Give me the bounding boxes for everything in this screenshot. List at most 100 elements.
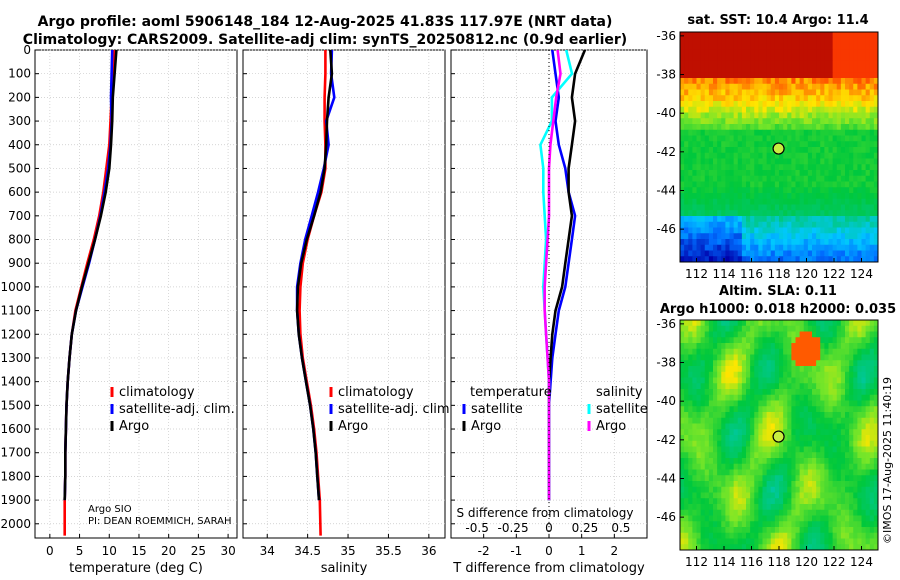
x-tick-label: 36: [421, 544, 436, 558]
salinity-panel: 34 34.5 35 35.5 36 salinity climatology satelli…: [242, 49, 454, 576]
imos-timestamp: ©IMOS 17-Aug-2025 11:40:19: [881, 377, 894, 544]
x-tick-label: 5: [76, 544, 84, 558]
map-x-tick-label: 118: [768, 555, 791, 569]
y-tick-label: 300: [8, 114, 31, 128]
plot-frame: [242, 49, 446, 539]
map-y-tick-label: -44: [656, 183, 676, 197]
series-line-salinity-argo: [543, 50, 562, 501]
map-y-tick-label: -38: [656, 68, 676, 82]
series-group: [295, 50, 336, 536]
y-tick-label: 400: [8, 138, 31, 152]
y-tick-label: 1700: [0, 446, 31, 460]
map-y-tick-label: -38: [656, 356, 676, 370]
series-group: [539, 50, 587, 501]
y-tick-label: 800: [8, 233, 31, 247]
x-axis-label: temperature (deg C): [69, 561, 203, 576]
x-tick-label: 20: [161, 544, 176, 558]
y-tick-label: 1800: [0, 469, 31, 483]
x-tick-label: 34: [260, 544, 275, 558]
x-tick-label: 30: [220, 544, 235, 558]
y-tick-label: 1600: [0, 422, 31, 436]
s-tick-label: 0.5: [611, 521, 630, 535]
map-x-tick-label: 112: [685, 555, 708, 569]
x-axis-label: salinity: [321, 561, 368, 576]
y-tick-label: 1100: [0, 304, 31, 318]
x-tick-label: 0: [545, 544, 553, 558]
map-y-tick-label: -44: [656, 471, 676, 485]
map-x-tick-label: 112: [685, 267, 708, 281]
sla-map-panel: Altim. SLA: 0.11 Argo h1000: 0.018 h2000:…: [656, 284, 896, 569]
map-x-tick-label: 124: [850, 555, 873, 569]
map-x-tick-label: 114: [713, 267, 736, 281]
map-x-tick-label: 122: [823, 555, 846, 569]
x-tick-label: 0: [46, 544, 54, 558]
legend-label: satellite-adj. clim.: [119, 402, 235, 417]
credit-line1: Argo SIO: [88, 504, 132, 515]
map-y-tick-label: -42: [656, 433, 676, 447]
x-tick-label: 2: [611, 544, 619, 558]
series-line-argo: [295, 50, 334, 501]
x-tick-label: 35: [340, 544, 355, 558]
map-y-tick-label: -40: [656, 106, 676, 120]
map-x-tick-label: 118: [768, 267, 791, 281]
x-tick-label: 34.5: [294, 544, 321, 558]
legend-label: climatology: [338, 385, 414, 400]
legend-label: Argo: [338, 419, 368, 434]
x-tick-label: 25: [191, 544, 206, 558]
map-x-tick-label: 124: [850, 267, 873, 281]
y-tick-label: 1400: [0, 375, 31, 389]
map-y-tick-label: -42: [656, 145, 676, 159]
legend-label: Argo: [596, 419, 626, 434]
y-tick-label: 900: [8, 256, 31, 270]
y-tick-label: 600: [8, 185, 31, 199]
y-tick-label: 1200: [0, 327, 31, 341]
y-tick-label: 0: [23, 43, 31, 57]
legend-label: satellite-adj. clim.: [338, 402, 454, 417]
x-tick-label: -2: [478, 544, 490, 558]
map-x-tick-label: 122: [823, 267, 846, 281]
y-tick-label: 700: [8, 209, 31, 223]
series-line-argo: [63, 50, 118, 501]
y-tick-label: 500: [8, 161, 31, 175]
y-tick-label: 200: [8, 90, 31, 104]
map-x-tick-label: 116: [740, 267, 763, 281]
x-tick-label: 1: [578, 544, 586, 558]
chart-title-line1: Argo profile: aoml 5906148_184 12-Aug-20…: [37, 14, 613, 30]
x-axis-label: T difference from climatology: [452, 561, 645, 576]
map-y-tick-label: -46: [656, 510, 676, 524]
map-y-tick-label: -40: [656, 394, 676, 408]
legend-title-temperature: temperature: [470, 385, 552, 400]
map-y-tick-label: -46: [656, 222, 676, 236]
y-tick-label: 1500: [0, 398, 31, 412]
map-x-tick-label: 114: [713, 555, 736, 569]
map-field: [680, 320, 879, 551]
temperature-panel: 0 5 10 15 20 25 300100200300400500600700800900…: [0, 43, 238, 576]
difference-panel: -2 -1 0 1 2 T difference from climatology -0.5…: [450, 49, 648, 576]
argo-float-marker: [772, 430, 785, 443]
s-tick-label: 0.25: [572, 521, 599, 535]
y-tick-label: 1000: [0, 280, 31, 294]
y-tick-label: 1300: [0, 351, 31, 365]
y-tick-label: 1900: [0, 493, 31, 507]
chart-title-line2: Climatology: CARS2009. Satellite-adj cli…: [22, 32, 628, 48]
map-x-tick-label: 120: [795, 267, 818, 281]
map-x-tick-label: 116: [740, 555, 763, 569]
s-tick-label: -0.25: [498, 521, 529, 535]
s-axis-label: S difference from climatology: [457, 506, 634, 520]
sla-map-subtitle: Argo h1000: 0.018 h2000: 0.035: [660, 302, 896, 317]
legend-title-salinity: salinity: [596, 385, 643, 400]
credit-line2: PI: DEAN ROEMMICH, SARAH: [88, 516, 232, 527]
argo-float-marker: [772, 142, 785, 155]
x-tick-label: 35.5: [375, 544, 402, 558]
s-tick-label: -0.5: [465, 521, 488, 535]
map-x-tick-label: 120: [795, 555, 818, 569]
legend-label: Argo: [119, 419, 149, 434]
y-tick-label: 100: [8, 67, 31, 81]
y-tick-label: 2000: [0, 517, 31, 531]
series-group: [63, 50, 118, 536]
s-tick-label: 0: [545, 521, 553, 535]
map-field: [680, 32, 879, 263]
x-tick-label: 10: [102, 544, 117, 558]
legend-label: satellite: [596, 402, 648, 417]
